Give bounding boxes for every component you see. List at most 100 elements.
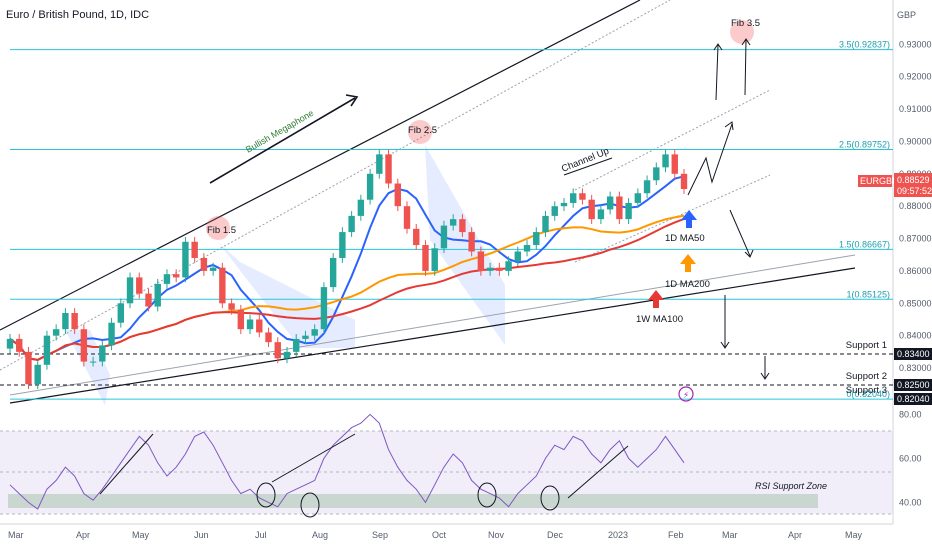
fib-level-label: 2.5(0.89752): [839, 139, 890, 149]
last-price-box: [894, 173, 932, 197]
ma200-arrow: [680, 254, 696, 272]
fib-3.5-label: Fib 3.5: [731, 18, 760, 29]
candle-body: [440, 225, 448, 249]
y-tick-label: 0.90000: [899, 136, 932, 146]
candle-body: [62, 313, 69, 330]
candle-body: [43, 335, 51, 365]
candle-body: [145, 293, 152, 307]
candle-body: [136, 277, 143, 294]
candle-body: [126, 277, 134, 304]
support-2-label: Support 2: [846, 371, 887, 382]
candle-body: [533, 232, 540, 246]
candle-body: [394, 183, 401, 207]
y-tick-label: 0.88000: [899, 201, 932, 211]
candle-body: [80, 329, 88, 362]
support-2-price-box: [894, 379, 932, 391]
x-tick-label: Apr: [788, 530, 802, 540]
projection-arrow-fib35a: [715, 44, 719, 101]
fib-1.5-label: Fib 1.5: [207, 225, 236, 236]
rsi-circle: [477, 482, 497, 508]
fib-1.5-marker: [206, 216, 230, 240]
rsi-arrow: [567, 445, 629, 499]
support-1-price-box: [894, 348, 932, 360]
candle-body: [422, 245, 429, 271]
candle-body: [191, 241, 198, 258]
projection-arrow-fib35b: [744, 39, 747, 96]
rsi-arrow: [99, 433, 154, 495]
candle-body: [209, 267, 217, 271]
candle-body: [172, 274, 180, 278]
candle-body: [385, 154, 392, 184]
projection-up-head: [724, 121, 734, 131]
candle-body: [523, 245, 531, 252]
fib-2.5-marker: [408, 120, 432, 144]
candle-body: [237, 309, 245, 330]
candle-body: [311, 329, 318, 336]
candle-body: [117, 303, 124, 323]
rsi-zone-label: RSI Support Zone: [755, 481, 827, 491]
support-3-price: 0.82040: [897, 394, 930, 404]
fib-level-label: 1(0.85125): [846, 289, 890, 299]
support-3-price-box: [894, 393, 932, 405]
candle-body: [293, 338, 300, 352]
ma50-line: [9, 175, 685, 361]
ma100w-label: 1W MA100: [636, 314, 683, 325]
rsi-axis-ticks: 80.00 60.00 40.00: [899, 409, 922, 507]
channel-upper-line: [574, 89, 771, 191]
candle-body: [200, 257, 208, 271]
candle-body: [357, 199, 365, 216]
candle-body: [274, 342, 281, 359]
candle-body: [514, 251, 522, 262]
candle-body: [348, 215, 355, 233]
candle-body: [52, 329, 60, 336]
candle-body: [6, 338, 14, 349]
candle-body: [89, 361, 97, 363]
rsi-tick-label: 40.00: [899, 497, 922, 507]
candle-body: [551, 206, 558, 216]
projection-arrows: [209, 38, 770, 380]
y-tick-label: 0.92000: [899, 72, 932, 82]
rsi-arrow: [271, 433, 356, 483]
x-tick-label: Mar: [8, 530, 24, 540]
x-tick-label: Sep: [372, 530, 388, 540]
ma50-arrow: [681, 210, 697, 228]
candle-body: [680, 173, 688, 190]
x-axis-ticks: Mar Apr May Jun Jul Aug Sep Oct Nov Dec 2023 Feb Mar…: [8, 530, 863, 540]
candle-body: [320, 287, 328, 330]
symbol-label: EURGBP: [860, 176, 898, 186]
shaded-wedge: [425, 145, 505, 345]
candle-body: [376, 154, 383, 174]
x-tick-label: Mar: [722, 530, 738, 540]
channel-arrow: [563, 157, 613, 176]
megaphone-inner-line: [9, 254, 856, 396]
candle-body: [560, 202, 568, 207]
x-tick-label: Apr: [76, 530, 90, 540]
ma200-label: 1D MA200: [665, 279, 710, 290]
candle-body: [625, 202, 632, 220]
lightning-glyph: ⚡: [683, 390, 689, 400]
candle-body: [671, 154, 678, 174]
support-2-price: 0.82500: [897, 380, 930, 390]
projection-head-fib35b: [741, 38, 751, 46]
x-tick-label: Jun: [194, 530, 209, 540]
y-tick-label: 0.91000: [899, 104, 932, 114]
rsi-circle: [256, 482, 276, 508]
projection-head-down1: [744, 249, 754, 258]
x-tick-label: Dec: [547, 530, 564, 540]
candle-body: [246, 319, 254, 330]
candle-body: [643, 180, 651, 194]
rsi-circle: [540, 485, 560, 511]
candles: [6, 149, 688, 390]
projection-head-down3: [760, 372, 770, 380]
candle-body: [302, 335, 309, 339]
candle-body: [542, 215, 549, 233]
candle-body: [653, 167, 660, 181]
candle-body: [662, 154, 669, 168]
x-tick-label: Feb: [668, 530, 684, 540]
fib-2.5-label: Fib 2.5: [408, 125, 437, 136]
x-tick-label: Oct: [432, 530, 447, 540]
countdown: 09:57:52: [897, 186, 932, 196]
candle-body: [366, 173, 374, 200]
lightning-icon[interactable]: [678, 386, 694, 402]
